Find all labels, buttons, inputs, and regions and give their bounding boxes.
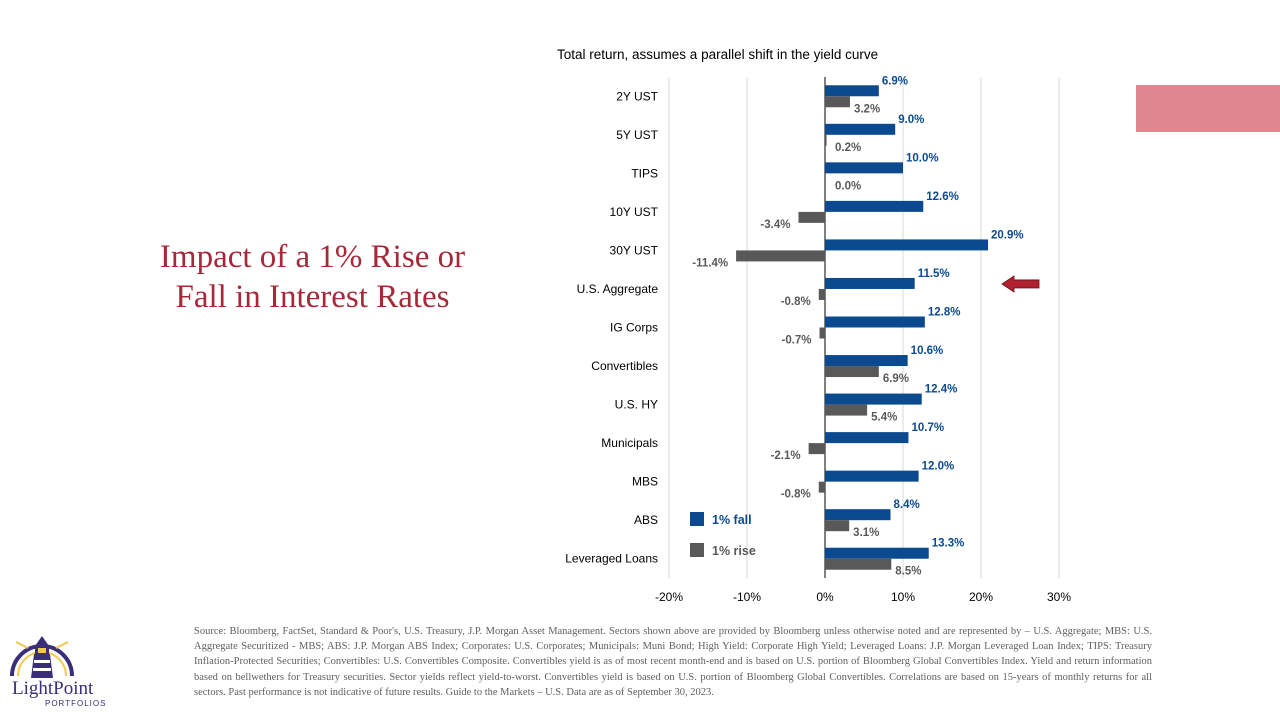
- category-label: U.S. HY: [615, 398, 658, 412]
- data-label-rise: 0.2%: [835, 142, 861, 154]
- category-label: 30Y UST: [610, 243, 659, 257]
- bar-rise: [798, 211, 825, 223]
- data-label-rise: 5.4%: [871, 412, 897, 424]
- category-label: 2Y UST: [616, 89, 658, 103]
- data-label-rise: -0.8%: [781, 296, 811, 308]
- bar-fall: [825, 355, 908, 367]
- category-label: Convertibles: [591, 359, 658, 373]
- category-label: 5Y UST: [616, 128, 658, 142]
- bar-fall: [825, 200, 924, 212]
- x-tick-label: 10%: [891, 590, 915, 604]
- bar-rise: [825, 134, 827, 146]
- category-label: 10Y UST: [610, 205, 659, 219]
- logo-name: LightPoint: [12, 678, 94, 699]
- bar-fall: [825, 470, 919, 482]
- data-label-fall: 20.9%: [991, 229, 1024, 241]
- data-label-rise: 3.1%: [853, 527, 879, 539]
- x-tick-label: -20%: [655, 590, 683, 604]
- legend-label: 1% rise: [712, 544, 756, 558]
- category-label: TIPS: [631, 166, 658, 180]
- bar-fall: [825, 547, 929, 559]
- bar-rise: [818, 481, 825, 493]
- data-label-fall: 12.6%: [926, 191, 959, 203]
- logo-subtitle: PORTFOLIOS: [45, 699, 107, 708]
- bar-rise: [818, 288, 825, 300]
- data-label-fall: 12.0%: [922, 461, 955, 473]
- legend-swatch: [690, 543, 704, 557]
- data-label-rise: -0.8%: [781, 489, 811, 501]
- bar-fall: [825, 123, 896, 135]
- bar-rise: [825, 404, 868, 416]
- bar-fall: [825, 85, 879, 97]
- bar-fall: [825, 393, 922, 405]
- data-label-fall: 12.4%: [925, 384, 958, 396]
- x-tick-label: 20%: [969, 590, 993, 604]
- chart-subtitle: Total return, assumes a parallel shift i…: [557, 47, 879, 62]
- source-footnote: Source: Bloomberg, FactSet, Standard & P…: [194, 626, 1152, 698]
- data-label-fall: 10.7%: [911, 422, 944, 434]
- data-label-fall: 10.0%: [906, 152, 939, 164]
- data-label-fall: 8.4%: [894, 499, 920, 511]
- lighthouse-logo-icon: [10, 636, 74, 678]
- data-label-fall: 9.0%: [898, 114, 924, 126]
- bar-rise: [736, 250, 825, 262]
- bar-fall: [825, 162, 903, 174]
- bar-fall: [825, 509, 891, 521]
- bar-chart: -20% -10% 0% 10% 20% 30% 2Y UST 6.9% 3.2% 5Y UST 9…: [565, 75, 1071, 604]
- category-label: MBS: [632, 475, 658, 489]
- accent-bar: [1136, 85, 1280, 132]
- category-label: ABS: [634, 513, 658, 527]
- bar-fall: [825, 316, 925, 328]
- category-label: Municipals: [601, 436, 658, 450]
- data-label-fall: 11.5%: [918, 268, 950, 280]
- bar-rise: [808, 443, 825, 455]
- bar-rise: [825, 558, 892, 570]
- data-label-fall: 13.3%: [932, 538, 965, 550]
- bar-rise: [825, 366, 879, 378]
- bar-rise: [825, 520, 850, 532]
- highlight-arrow-icon: [1001, 275, 1040, 293]
- x-tick-label: 30%: [1047, 590, 1071, 604]
- data-label-rise: -0.7%: [781, 335, 811, 347]
- data-label-rise: -2.1%: [771, 450, 801, 462]
- data-label-rise: 8.5%: [895, 566, 921, 578]
- legend-swatch: [690, 512, 704, 526]
- category-label: IG Corps: [610, 321, 658, 335]
- data-label-fall: 12.8%: [928, 307, 961, 319]
- x-tick-label: -10%: [733, 590, 761, 604]
- bar-fall: [825, 432, 909, 444]
- bar-rise: [825, 96, 850, 108]
- legend-label: 1% fall: [712, 513, 752, 527]
- data-label-fall: 6.9%: [882, 75, 908, 87]
- category-label: Leveraged Loans: [565, 552, 658, 566]
- data-label-rise: 3.2%: [854, 103, 880, 115]
- data-label-rise: 0.0%: [835, 180, 861, 192]
- data-label-fall: 10.6%: [911, 345, 944, 357]
- category-label: U.S. Aggregate: [577, 282, 659, 296]
- data-label-rise: 6.9%: [883, 373, 909, 385]
- data-label-rise: -3.4%: [760, 219, 790, 231]
- bar-rise: [819, 327, 825, 339]
- bar-fall: [825, 239, 989, 251]
- data-label-rise: -11.4%: [692, 257, 728, 269]
- bar-fall: [825, 277, 915, 289]
- slide-title: Impact of a 1% Rise or Fall in Interest …: [159, 239, 466, 315]
- x-tick-label: 0%: [816, 590, 834, 604]
